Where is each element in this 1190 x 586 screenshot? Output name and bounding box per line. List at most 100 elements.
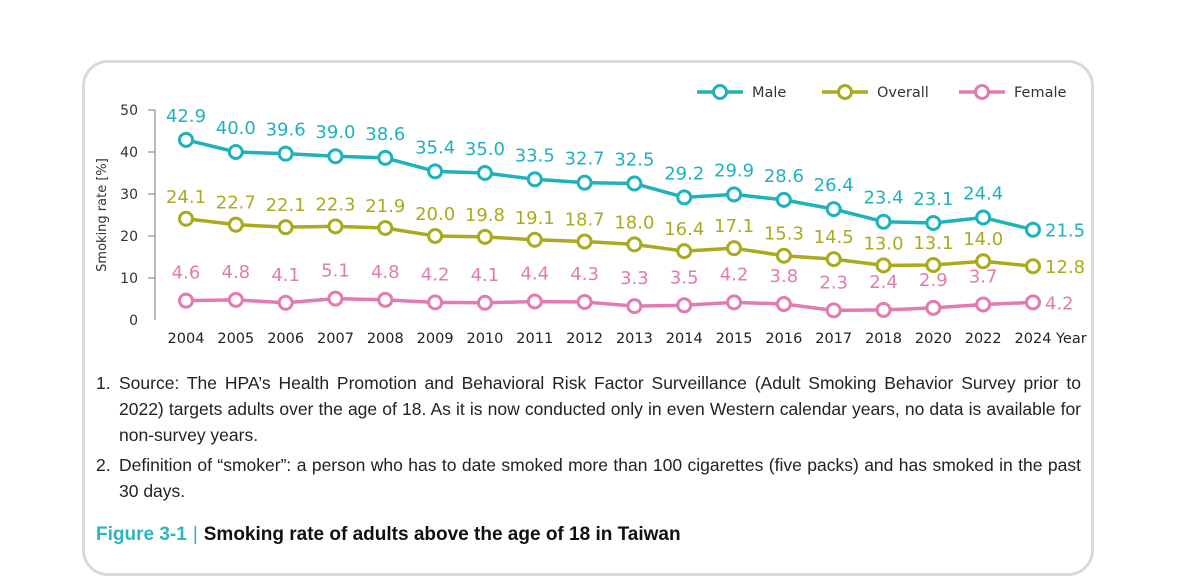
data-label-overall: 15.3 <box>764 224 804 245</box>
data-point-female <box>875 301 892 318</box>
data-label-overall: 21.9 <box>365 196 405 217</box>
x-tick-label: 2006 <box>267 331 304 347</box>
data-point-overall <box>377 220 394 237</box>
data-label-male: 29.2 <box>664 163 704 184</box>
data-label-female: 3.8 <box>770 266 799 287</box>
data-point-overall <box>626 236 643 253</box>
x-tick-label: 2008 <box>367 331 404 347</box>
data-point-female <box>1025 294 1041 311</box>
data-label-female: 4.4 <box>520 264 549 285</box>
data-label-overall: 24.1 <box>166 187 206 208</box>
data-point-female <box>726 294 743 311</box>
figure-title: Smoking rate of adults above the age of … <box>203 524 681 545</box>
legend-label-female: Female <box>1014 85 1067 101</box>
legend-marker-female <box>974 84 990 100</box>
data-point-male <box>626 175 643 192</box>
data-point-male <box>825 201 842 218</box>
y-tick-label: 30 <box>120 187 138 203</box>
data-label-male: 35.0 <box>465 139 505 160</box>
data-label-female: 5.1 <box>321 261 350 282</box>
data-point-male <box>975 209 992 226</box>
data-label-male: 39.6 <box>266 120 306 141</box>
series-line-female <box>185 296 1034 313</box>
data-point-male <box>875 213 892 230</box>
figure-caption: Figure 3-1 | Smoking rate of adults above … <box>96 524 681 546</box>
data-label-female: 4.6 <box>172 263 201 284</box>
data-point-overall <box>925 256 942 273</box>
data-label-female: 4.1 <box>271 265 300 286</box>
data-label-overall: 16.4 <box>664 219 704 240</box>
data-point-male <box>576 174 593 191</box>
data-point-overall <box>726 240 743 257</box>
data-label-female: 3.5 <box>670 267 699 288</box>
data-point-female <box>775 296 792 313</box>
data-point-male <box>277 145 294 162</box>
data-label-female: 2.3 <box>819 272 848 293</box>
series-line-male <box>185 138 1034 232</box>
data-label-male: 26.4 <box>814 175 854 196</box>
x-tick-label: 2014 <box>666 331 703 347</box>
note-1: 1. Source: The HPA’s Health Promotion an… <box>96 370 1081 448</box>
data-point-male <box>676 189 693 206</box>
data-label-overall: 19.1 <box>515 208 555 229</box>
x-tick-label: 2022 <box>965 331 1002 347</box>
y-tick-label: 20 <box>120 229 138 245</box>
x-tick-label: 2016 <box>765 331 802 347</box>
data-label-male: 35.4 <box>415 137 455 158</box>
data-point-overall <box>576 233 593 250</box>
y-axis-label: Smoking rate [%] <box>95 158 110 272</box>
x-tick-label: 2017 <box>815 331 852 347</box>
data-point-female <box>377 291 394 308</box>
data-point-male <box>1025 221 1041 238</box>
note-text: Definition of “smoker”: a person who has… <box>119 455 1081 501</box>
legend-marker-male <box>712 84 728 100</box>
data-point-male <box>227 144 244 160</box>
data-label-female: 2.9 <box>919 270 948 291</box>
data-label-female: 4.3 <box>570 264 599 285</box>
data-point-female <box>476 294 493 311</box>
data-point-overall <box>277 219 294 236</box>
data-label-overall: 14.0 <box>963 229 1003 250</box>
data-point-male <box>377 149 394 166</box>
data-point-female <box>277 294 294 311</box>
data-point-female <box>178 292 194 309</box>
x-tick-label: 2009 <box>417 331 454 347</box>
y-tick-label: 10 <box>120 271 138 287</box>
data-point-overall <box>975 253 992 270</box>
caption-separator: | <box>192 524 198 545</box>
line-chart: 0 10 20 30 40 50 Smoking rate [%] 2004 2005 2006 2… <box>95 84 1087 347</box>
data-label-overall: 18.7 <box>565 209 605 230</box>
data-point-overall <box>775 247 792 264</box>
data-point-male <box>925 214 942 231</box>
x-tick-label: 2011 <box>516 331 553 347</box>
data-point-overall <box>526 231 543 248</box>
data-point-male <box>427 163 444 180</box>
data-point-male <box>476 165 493 181</box>
data-point-male <box>775 191 792 208</box>
data-label-female: 3.7 <box>969 266 998 287</box>
y-tick-label: 0 <box>129 313 138 329</box>
legend-label-male: Male <box>752 85 786 101</box>
data-label-overall: 13.0 <box>863 233 903 254</box>
series-line-overall <box>185 217 1034 268</box>
data-point-overall <box>1025 258 1041 275</box>
data-label-overall: 12.8 <box>1045 257 1085 278</box>
data-label-overall: 20.0 <box>415 204 455 225</box>
data-label-female: 3.3 <box>620 268 649 289</box>
x-tick-label: 2004 <box>168 331 205 347</box>
data-point-female <box>676 297 693 314</box>
legend-marker-overall <box>837 84 853 100</box>
x-axis-suffix: Year <box>1055 331 1087 347</box>
data-label-female: 4.2 <box>720 264 749 285</box>
data-label-male: 39.0 <box>315 122 355 143</box>
data-point-female <box>427 294 444 311</box>
data-point-overall <box>676 243 693 260</box>
y-tick-label: 40 <box>120 145 138 161</box>
data-label-overall: 14.5 <box>814 227 854 248</box>
data-point-female <box>626 298 643 315</box>
data-label-overall: 22.7 <box>216 193 256 214</box>
data-point-overall <box>427 228 444 244</box>
data-label-male: 33.5 <box>515 145 555 166</box>
y-tick-label: 50 <box>120 103 138 119</box>
data-label-overall: 22.3 <box>315 194 355 215</box>
